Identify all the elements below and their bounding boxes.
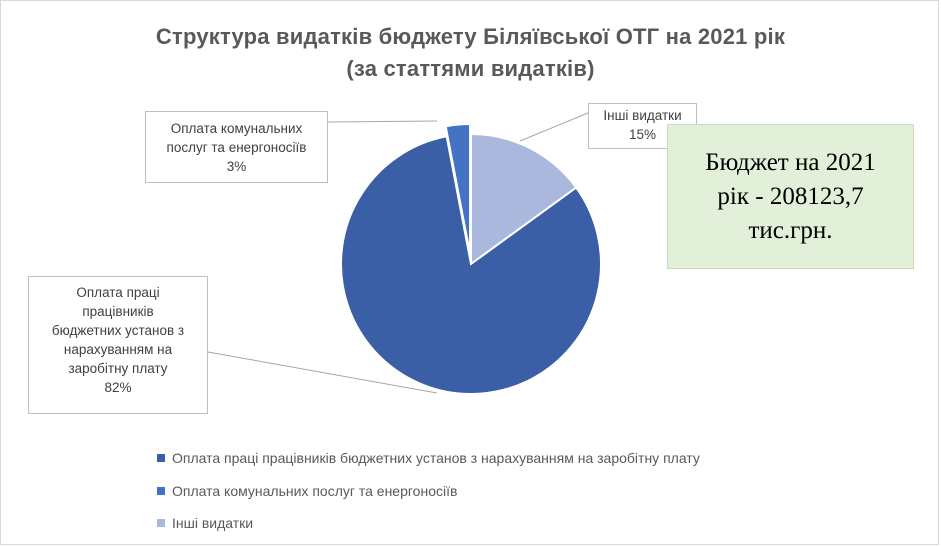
data-label-salary-line-2: працівників <box>82 304 154 319</box>
pie-slice-utilities <box>444 123 472 255</box>
pie-slice-other <box>470 132 578 266</box>
legend-item-utilities: Оплата комунальних послуг та енергоносії… <box>157 481 457 501</box>
data-label-other-percent: 15% <box>628 127 657 142</box>
data-label-utilities-percent: 3% <box>226 159 247 174</box>
data-label-salary-line-3: бюджетних установ з <box>51 323 185 338</box>
data-label-utilities-line-2: послуг та енергоносіїв <box>166 140 307 155</box>
budget-annotation-line-3: тис.грн. <box>748 217 833 244</box>
data-label-other-line-1: Інші видатки <box>603 108 682 123</box>
data-label-utilities-line-1: Оплата комунальних <box>170 121 303 136</box>
data-label-utilities: Оплата комунальних послуг та енергоносії… <box>145 111 328 183</box>
pie-slice-salary <box>340 135 602 395</box>
budget-annotation-line-1: Бюджет на 2021 <box>705 149 876 176</box>
legend-swatch-salary <box>157 454 165 462</box>
chart-title: Структура видатків бюджету Біляївської О… <box>155 24 786 49</box>
legend-item-salary: Оплата праці працівників бюджетних устан… <box>157 448 700 468</box>
legend-item-other: Інші видатки <box>157 513 253 533</box>
legend-label-salary: Оплата праці працівників бюджетних устан… <box>172 450 700 466</box>
data-label-salary-percent: 82% <box>104 380 132 395</box>
data-label-salary-line-4: нарахуванням на <box>63 342 173 357</box>
pie-slices <box>340 123 602 395</box>
leader-lines <box>207 112 589 394</box>
budget-annotation-line-2: рік - 208123,7 <box>717 183 864 210</box>
data-label-salary-line-5: заробітну плату <box>68 361 168 376</box>
leader-line-other <box>519 112 589 142</box>
budget-annotation: Бюджет на 2021 рік - 208123,7 тис.грн. <box>667 124 914 269</box>
legend-swatch-utilities <box>157 487 165 495</box>
data-label-salary: Оплата праці працівників бюджетних устан… <box>28 276 208 414</box>
leader-line-salary <box>207 351 438 394</box>
leader-line-utilities <box>327 120 438 123</box>
legend-swatch-other <box>157 519 165 527</box>
legend-label-other: Інші видатки <box>172 515 254 531</box>
chart-subtitle: (за статтями видатків) <box>346 56 595 81</box>
data-label-salary-line-1: Оплата праці <box>76 285 160 300</box>
legend-label-utilities: Оплата комунальних послуг та енергоносії… <box>172 483 458 499</box>
